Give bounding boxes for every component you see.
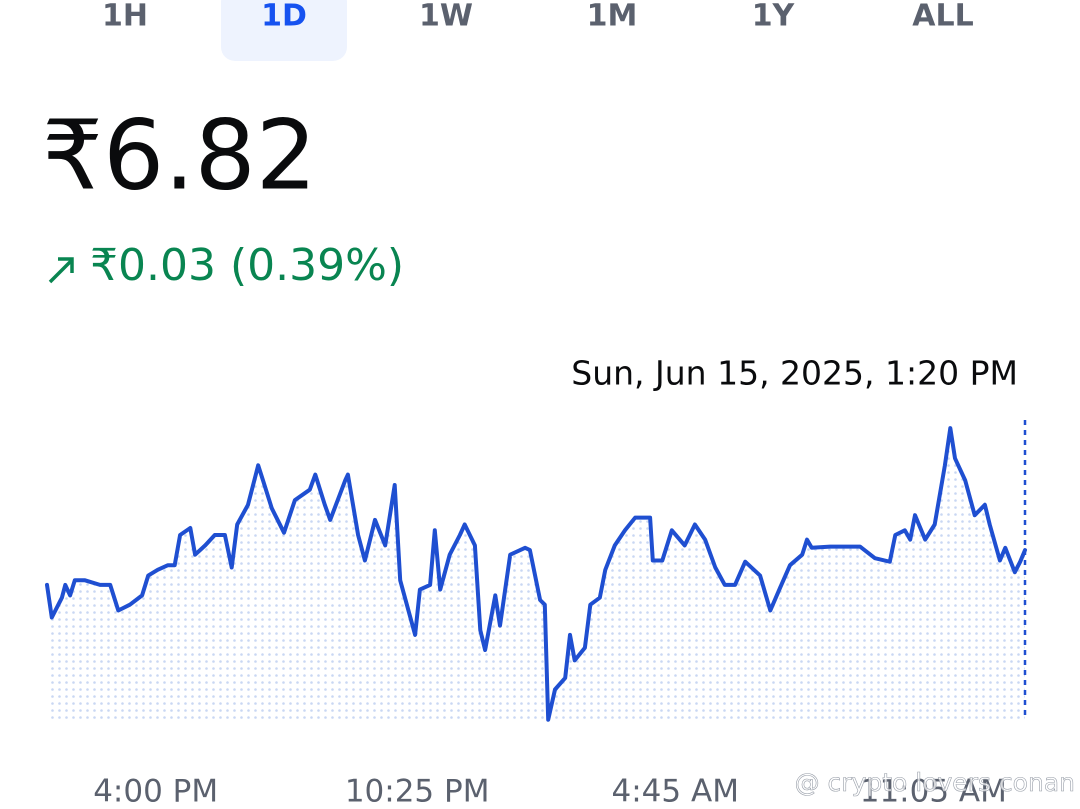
x-tick-label: 10:25 PM xyxy=(345,774,490,809)
x-tick-label: 4:45 AM xyxy=(612,774,739,809)
area-fill xyxy=(47,428,1025,722)
range-tab[interactable]: 1H xyxy=(102,0,148,34)
range-tab[interactable]: 1M xyxy=(587,0,638,34)
range-tabs: 1H 1D 1W 1M 1Y ALL xyxy=(102,0,974,61)
hover-date: Sun, Jun 15, 2025, 1:20 PM xyxy=(571,354,1018,393)
range-tab[interactable]: 1W xyxy=(419,0,473,34)
x-tick-label: 11:05 AM xyxy=(860,774,1007,809)
plot: 4:00 PM 10:25 PM 4:45 AM 11:05 AM xyxy=(45,420,1027,809)
x-tick-label: 4:00 PM xyxy=(93,774,218,809)
range-tab[interactable]: ALL xyxy=(912,0,973,34)
price-line xyxy=(45,426,1027,722)
price: ₹6.82 xyxy=(42,99,317,211)
selected-tab-background xyxy=(221,0,347,61)
watermark: @ crypto lovers conan xyxy=(795,768,1075,797)
range-tab[interactable]: 1Y xyxy=(752,0,796,34)
range-tab[interactable]: 1D xyxy=(261,0,307,34)
up-arrow-icon xyxy=(48,257,74,284)
price-change: ₹0.03 (0.39%) xyxy=(90,240,404,291)
